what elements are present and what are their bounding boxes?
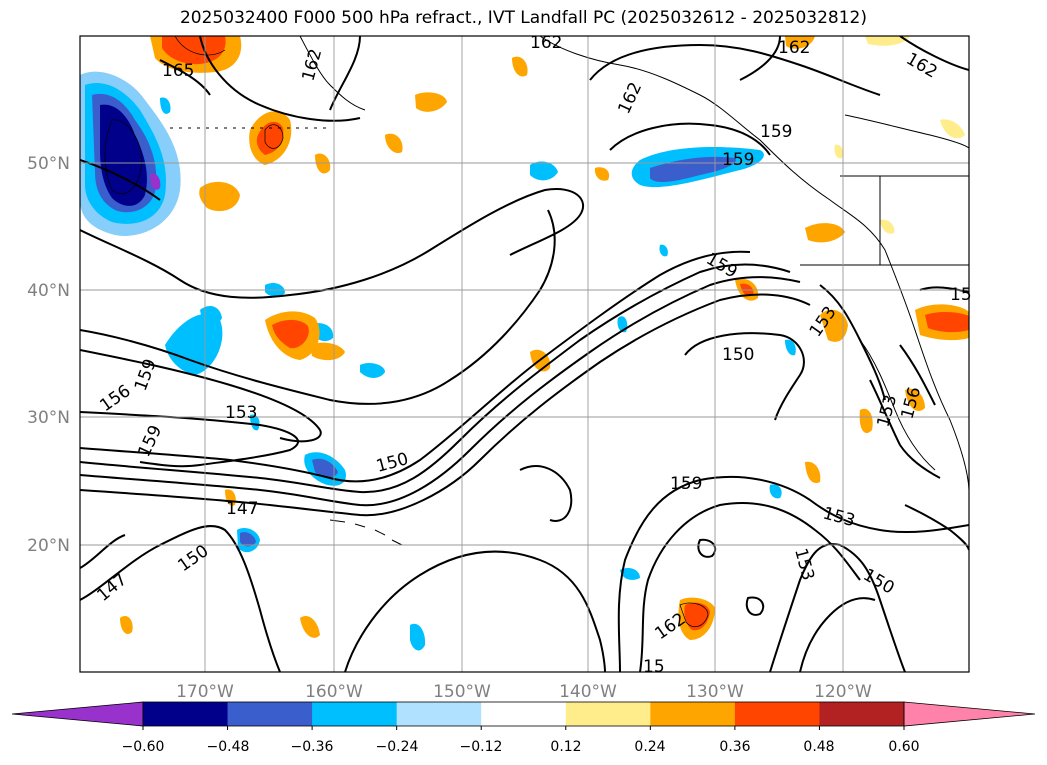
colorbar-tick-label: 0.24 [634, 739, 665, 755]
colorbar-frame [142, 701, 905, 727]
lat-label: 50°N [27, 154, 70, 174]
lon-label: 160°W [305, 682, 363, 702]
coastlines [170, 36, 969, 546]
colorbar-tick-label: 0.48 [803, 739, 834, 755]
colorbar-tick-label: 0.60 [888, 739, 919, 755]
colorbar-segment [819, 702, 905, 726]
contour-label: 165 [162, 61, 194, 81]
colorbar-extend-max [903, 701, 1036, 727]
colorbar-tick-label: −0.36 [291, 739, 334, 755]
colorbar-segment [481, 702, 567, 726]
map-title: 2025032400 F000 500 hPa refract., IVT La… [179, 8, 867, 28]
lon-label: 170°W [176, 682, 234, 702]
colorbar-segment [143, 702, 229, 726]
colorbar-segment [396, 702, 482, 726]
colorbar-extend-min [11, 701, 144, 727]
lon-label: 150°W [433, 682, 491, 702]
anomaly-outlines [104, 36, 709, 628]
contour-label: 153 [225, 403, 257, 423]
colorbar-tick-label: 0.12 [550, 739, 581, 755]
colorbar-tick-label: −0.24 [376, 739, 419, 755]
map-frame [79, 35, 970, 673]
graticule [80, 36, 969, 672]
map-background [80, 36, 969, 672]
colorbar-segment [565, 702, 651, 726]
height-contours [80, 36, 969, 672]
contour-label: 159 [760, 122, 792, 142]
colorbar-tick-label: −0.60 [122, 739, 165, 755]
lon-label: 120°W [814, 682, 872, 702]
lat-label: 30°N [27, 408, 70, 428]
colorbar-tick-label: −0.48 [207, 739, 250, 755]
positive-anomaly-shading [120, 36, 969, 640]
colorbar-segment [650, 702, 736, 726]
lon-label: 130°W [686, 682, 744, 702]
longitude-labels: 170°W 160°W 150°W 140°W 130°W 120°W [176, 682, 872, 702]
contour-label: 162 [778, 38, 810, 58]
lon-label: 140°W [559, 682, 617, 702]
contour-label: 150 [722, 345, 754, 365]
colorbar-segment [312, 702, 398, 726]
contour-label: 147 [226, 499, 258, 519]
lat-label: 20°N [27, 536, 70, 556]
colorbar-tick-label: 0.36 [719, 739, 750, 755]
contour-label: 15 [950, 285, 972, 305]
colorbar-segment [734, 702, 820, 726]
colorbar-tick-labels: −0.60 −0.48 −0.36 −0.24 −0.12 0.12 0.24 … [122, 739, 920, 755]
colorbar [11, 701, 1036, 730]
colorbar-segment [227, 702, 313, 726]
colorbar-tick-label: −0.12 [460, 739, 503, 755]
lat-label: 40°N [27, 281, 70, 301]
contour-label: 162 [530, 33, 562, 53]
contour-label: 159 [722, 150, 754, 170]
contour-label: 15 [643, 657, 665, 677]
latitude-labels: 50°N 40°N 30°N 20°N [27, 154, 70, 556]
contour-label: 159 [670, 474, 702, 494]
